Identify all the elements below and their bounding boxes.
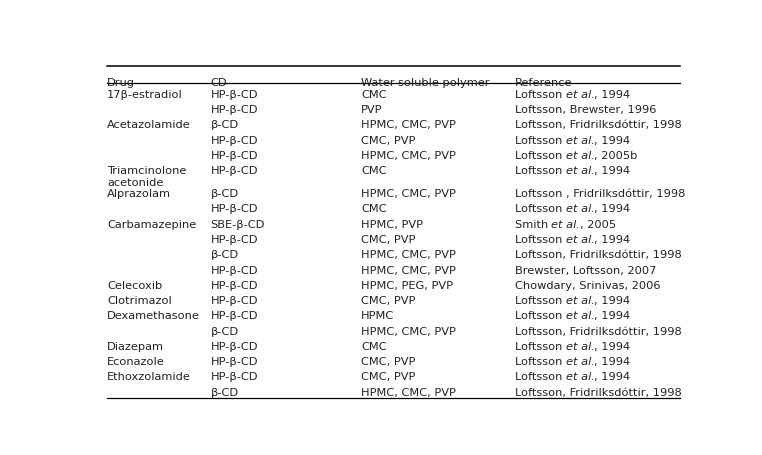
Text: et al.: et al.	[565, 234, 594, 244]
Text: Drug: Drug	[107, 77, 135, 87]
Text: HP-β-CD: HP-β-CD	[210, 311, 258, 321]
Text: HPMC, CMC, PVP: HPMC, CMC, PVP	[361, 151, 456, 161]
Text: HP-β-CD: HP-β-CD	[210, 204, 258, 214]
Text: HPMC: HPMC	[361, 311, 394, 321]
Text: HPMC, CMC, PVP: HPMC, CMC, PVP	[361, 120, 456, 130]
Text: Loftsson: Loftsson	[514, 341, 565, 351]
Text: CMC: CMC	[361, 166, 386, 176]
Text: CMC, PVP: CMC, PVP	[361, 356, 415, 366]
Text: HP-β-CD: HP-β-CD	[210, 280, 258, 290]
Text: Loftsson, Fridrilksdóttir, 1998: Loftsson, Fridrilksdóttir, 1998	[514, 387, 681, 397]
Text: Loftsson: Loftsson	[514, 372, 565, 382]
Text: CMC, PVP: CMC, PVP	[361, 372, 415, 382]
Text: HP-β-CD: HP-β-CD	[210, 356, 258, 366]
Text: HPMC, CMC, PVP: HPMC, CMC, PVP	[361, 326, 456, 336]
Text: et al.: et al.	[565, 311, 594, 321]
Text: 17β-estradiol: 17β-estradiol	[107, 90, 183, 100]
Text: HPMC, CMC, PVP: HPMC, CMC, PVP	[361, 250, 456, 260]
Text: et al.: et al.	[565, 135, 594, 145]
Text: et al.: et al.	[565, 341, 594, 351]
Text: Carbamazepine: Carbamazepine	[107, 219, 197, 229]
Text: Loftsson: Loftsson	[514, 151, 565, 161]
Text: et al.: et al.	[565, 204, 594, 214]
Text: Loftsson , Fridrilksdóttir, 1998: Loftsson , Fridrilksdóttir, 1998	[514, 189, 685, 199]
Text: HP-β-CD: HP-β-CD	[210, 295, 258, 305]
Text: Reference: Reference	[514, 77, 572, 87]
Text: , 1994: , 1994	[594, 234, 630, 244]
Text: HP-β-CD: HP-β-CD	[210, 135, 258, 145]
Text: et al.: et al.	[565, 372, 594, 382]
Text: Loftsson: Loftsson	[514, 204, 565, 214]
Text: , 1994: , 1994	[594, 204, 630, 214]
Text: CMC: CMC	[361, 204, 386, 214]
Text: , 1994: , 1994	[594, 356, 630, 366]
Text: Triamcinolone
acetonide: Triamcinolone acetonide	[107, 166, 187, 187]
Text: CMC: CMC	[361, 341, 386, 351]
Text: PVP: PVP	[361, 105, 383, 115]
Text: et al.: et al.	[552, 219, 581, 229]
Text: β-CD: β-CD	[210, 250, 239, 260]
Text: HP-β-CD: HP-β-CD	[210, 372, 258, 382]
Text: , 2005b: , 2005b	[594, 151, 638, 161]
Text: Loftsson, Fridrilksdóttir, 1998: Loftsson, Fridrilksdóttir, 1998	[514, 250, 681, 260]
Text: Loftsson: Loftsson	[514, 166, 565, 176]
Text: HP-β-CD: HP-β-CD	[210, 265, 258, 275]
Text: , 1994: , 1994	[594, 135, 630, 145]
Text: Econazole: Econazole	[107, 356, 165, 366]
Text: Diazepam: Diazepam	[107, 341, 164, 351]
Text: Water-soluble polymer: Water-soluble polymer	[361, 77, 489, 87]
Text: et al.: et al.	[565, 356, 594, 366]
Text: Dexamethasone: Dexamethasone	[107, 311, 200, 321]
Text: Brewster, Loftsson, 2007: Brewster, Loftsson, 2007	[514, 265, 656, 275]
Text: et al.: et al.	[565, 295, 594, 305]
Text: CMC, PVP: CMC, PVP	[361, 234, 415, 244]
Text: HP-β-CD: HP-β-CD	[210, 90, 258, 100]
Text: , 1994: , 1994	[594, 311, 630, 321]
Text: Loftsson: Loftsson	[514, 356, 565, 366]
Text: Loftsson: Loftsson	[514, 90, 565, 100]
Text: Loftsson, Brewster, 1996: Loftsson, Brewster, 1996	[514, 105, 656, 115]
Text: SBE-β-CD: SBE-β-CD	[210, 219, 264, 229]
Text: β-CD: β-CD	[210, 387, 239, 397]
Text: Acetazolamide: Acetazolamide	[107, 120, 190, 130]
Text: Smith: Smith	[514, 219, 552, 229]
Text: , 1994: , 1994	[594, 341, 630, 351]
Text: HPMC, PVP: HPMC, PVP	[361, 219, 423, 229]
Text: Alprazolam: Alprazolam	[107, 189, 171, 199]
Text: Loftsson: Loftsson	[514, 295, 565, 305]
Text: HP-β-CD: HP-β-CD	[210, 234, 258, 244]
Text: HPMC, CMC, PVP: HPMC, CMC, PVP	[361, 189, 456, 199]
Text: HPMC, PEG, PVP: HPMC, PEG, PVP	[361, 280, 453, 290]
Text: Ethoxzolamide: Ethoxzolamide	[107, 372, 191, 382]
Text: HP-β-CD: HP-β-CD	[210, 341, 258, 351]
Text: CMC, PVP: CMC, PVP	[361, 135, 415, 145]
Text: HP-β-CD: HP-β-CD	[210, 105, 258, 115]
Text: β-CD: β-CD	[210, 326, 239, 336]
Text: HPMC, CMC, PVP: HPMC, CMC, PVP	[361, 265, 456, 275]
Text: Loftsson, Fridrilksdóttir, 1998: Loftsson, Fridrilksdóttir, 1998	[514, 326, 681, 336]
Text: Loftsson: Loftsson	[514, 135, 565, 145]
Text: CD: CD	[210, 77, 227, 87]
Text: CMC, PVP: CMC, PVP	[361, 295, 415, 305]
Text: Loftsson, Fridrilksdóttir, 1998: Loftsson, Fridrilksdóttir, 1998	[514, 120, 681, 130]
Text: et al.: et al.	[565, 166, 594, 176]
Text: HPMC, CMC, PVP: HPMC, CMC, PVP	[361, 387, 456, 397]
Text: Clotrimazol: Clotrimazol	[107, 295, 171, 305]
Text: HP-β-CD: HP-β-CD	[210, 166, 258, 176]
Text: et al.: et al.	[565, 90, 594, 100]
Text: et al.: et al.	[565, 151, 594, 161]
Text: Celecoxib: Celecoxib	[107, 280, 162, 290]
Text: , 1994: , 1994	[594, 166, 630, 176]
Text: HP-β-CD: HP-β-CD	[210, 151, 258, 161]
Text: , 1994: , 1994	[594, 295, 630, 305]
Text: Loftsson: Loftsson	[514, 311, 565, 321]
Text: Loftsson: Loftsson	[514, 234, 565, 244]
Text: Chowdary, Srinivas, 2006: Chowdary, Srinivas, 2006	[514, 280, 660, 290]
Text: , 2005: , 2005	[581, 219, 616, 229]
Text: CMC: CMC	[361, 90, 386, 100]
Text: β-CD: β-CD	[210, 120, 239, 130]
Text: , 1994: , 1994	[594, 372, 630, 382]
Text: , 1994: , 1994	[594, 90, 630, 100]
Text: β-CD: β-CD	[210, 189, 239, 199]
